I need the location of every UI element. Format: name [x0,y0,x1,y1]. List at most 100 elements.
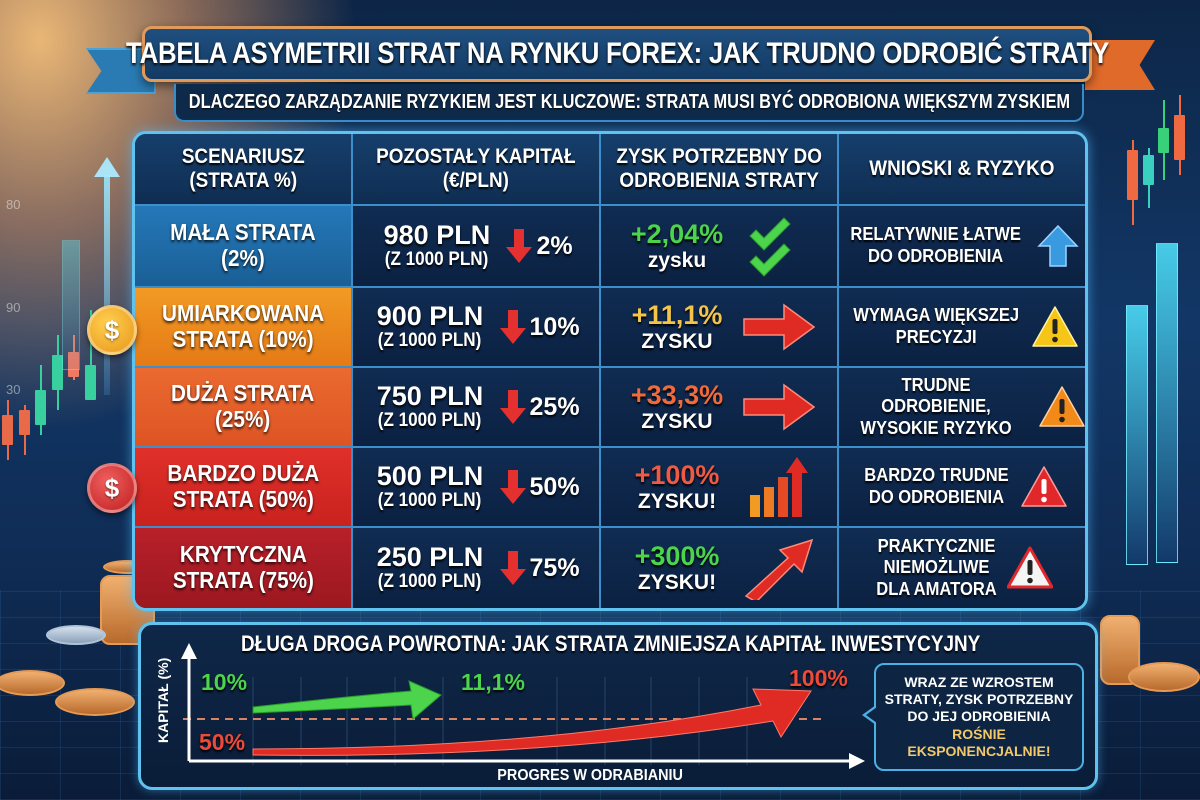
scenario-label: DUŻA STRATA [171,380,315,407]
subtitle-bar: DLACZEGO ZARZĄDZANIE RYZYKIEM JEST KLUCZ… [174,84,1084,122]
scenario-pct: STRATA (50%) [172,486,314,512]
candle [1127,150,1138,200]
candle [85,365,96,400]
red-down-arrow-icon [499,310,526,344]
conclusion-cell: BARDZO TRUDNE DO ODROBIENIA [839,448,1085,526]
loss-asymmetry-table: SCENARIUSZ (STRATA %) POZOSTAŁY KAPITAŁ (€… [132,131,1088,611]
candle-wick [24,405,26,455]
required-gain-label: zysku [647,248,707,272]
page-title: TABELA ASYMETRII STRAT NA RYNKU FOREX: J… [125,37,1109,70]
remaining-capital: 250 PLN [376,542,484,573]
scenario-label: KRYTYCZNA [179,541,307,568]
red-down-arrow-icon [499,390,526,424]
table-row: KRYTYCZNA STRATA (75%) 250 PLN (Z 1000 PLN… [135,528,1085,608]
rising-bars-icon [750,457,808,517]
scenario-label: MAŁA STRATA [170,219,316,246]
conclusion-cell: RELATYWNIE ŁATWE DO ODROBIENIA [839,206,1085,286]
column-header-scenario: SCENARIUSZ (STRATA %) [135,134,353,204]
red-right-arrow-icon [743,303,816,351]
conclusion-text: NIEMOŻLIWE [883,557,989,578]
remaining-capital: 980 PLN [383,220,491,251]
required-gain-value: +2,04% [630,219,724,250]
capital-base: (Z 1000 PLN) [378,489,482,511]
candle [1158,128,1169,153]
header-line: SCENARIUSZ [181,145,305,169]
scenario-cell: BARDZO DUŻA STRATA (50%) [135,448,353,526]
bg-axis-label: 80 [6,197,21,212]
capital-base: (Z 1000 PLN) [378,409,482,431]
coin [55,688,135,716]
remaining-capital: 900 PLN [376,301,484,332]
blue-up-arrow-icon [1036,224,1079,267]
chart-title: DŁUGA DROGA POWROTNA: JAK STRATA ZMNIEJS… [241,631,981,656]
capital-base: (Z 1000 PLN) [378,570,482,592]
glow-bar [1126,305,1148,565]
column-header-conclusions: WNIOSKI & RYZYKO [839,134,1085,204]
recovery-chart-panel: DŁUGA DROGA POWROTNA: JAK STRATA ZMNIEJS… [138,622,1098,790]
conclusion-text: TRUDNE ODROBIENIE, [881,374,991,417]
capital-cell: 250 PLN (Z 1000 PLN) 75% [353,528,601,608]
required-gain-label: ZYSKU! [637,570,717,594]
candle-wick [57,335,59,410]
title-banner: TABELA ASYMETRII STRAT NA RYNKU FOREX: J… [126,26,1109,82]
callout-text: WRAZ ZE WZROSTEM [904,674,1054,691]
gold-dollar-coin-icon: $ [87,305,137,355]
candle [2,415,13,445]
scenario-pct: (2%) [221,245,265,271]
red-dollar-coin-icon: $ [87,463,137,513]
scenario-pct: STRATA (75%) [172,567,314,593]
conclusion-text: RELATYWNIE ŁATWE [850,224,1022,245]
candle [35,390,46,425]
red-start-label: 50% [199,729,246,755]
conclusion-text: WYMAGA WIĘKSZEJ [853,305,1019,326]
callout-text: STRATY, ZYSK POTRZEBNY [884,691,1074,708]
header-line: WNIOSKI & RYZYKO [869,157,1055,181]
required-gain-value: +300% [634,541,720,572]
candle [1143,155,1154,185]
callout-text: DO JEJ ODROBIENIA [907,708,1051,725]
required-gain-cell: +2,04% zysku [601,206,839,286]
coin [0,670,65,696]
double-check-icon [749,217,791,277]
candle-wick [1132,140,1134,225]
x-axis-label: PROGRES W ODRABIANIU [497,767,683,784]
required-gain-label: ZYSKU! [637,489,717,513]
callout-highlight: ROŚNIE [952,725,1006,742]
bg-axis-label: 30 [6,382,21,397]
candle [68,352,79,377]
capital-cell: 500 PLN (Z 1000 PLN) 50% [353,448,601,526]
scenario-cell: KRYTYCZNA STRATA (75%) [135,528,353,608]
capital-cell: 750 PLN (Z 1000 PLN) 25% [353,368,601,446]
scenario-cell: DUŻA STRATA (25%) [135,368,353,446]
loss-percentage: 2% [536,231,573,260]
scenario-cell: MAŁA STRATA (2%) [135,206,353,286]
column-header-capital: POZOSTAŁY KAPITAŁ (€/PLN) [353,134,601,204]
capital-base: (Z 1000 PLN) [378,329,482,351]
red-down-arrow-icon [499,470,526,504]
red-warning-icon [1020,466,1067,507]
coin-symbol: $ [104,314,120,345]
callout-highlight: EKSPONENCJALNIE! [907,742,1051,759]
candle-wick [1163,100,1165,180]
bg-axis-label: 90 [6,300,21,315]
loss-percentage: 10% [529,312,580,341]
remaining-capital: 500 PLN [376,461,484,492]
table-row: MAŁA STRATA (2%) 980 PLN (Z 1000 PLN) 2% +… [135,206,1085,288]
required-gain-label: ZYSKU [641,329,713,353]
coin [1128,662,1200,692]
capital-cell: 980 PLN (Z 1000 PLN) 2% [353,206,601,286]
header-line: POZOSTAŁY KAPITAŁ [376,145,576,169]
required-gain-value: +100% [634,460,720,491]
loss-percentage: 75% [529,553,580,582]
table-row: UMIARKOWANA STRATA (10%) 900 PLN (Z 1000 P… [135,288,1085,368]
conclusion-text: PRECYZJI [895,327,977,347]
conclusion-text: PRAKTYCZNIE [877,535,995,556]
required-gain-value: +11,1% [631,300,723,331]
glow-bar [1156,243,1178,563]
table-row: BARDZO DUŻA STRATA (50%) 500 PLN (Z 1000 P… [135,448,1085,528]
red-down-arrow-icon [506,229,533,263]
coin-symbol: $ [104,472,120,503]
green-end-label: 11,1% [461,669,525,695]
candle-wick [40,365,42,435]
candle [52,355,63,390]
